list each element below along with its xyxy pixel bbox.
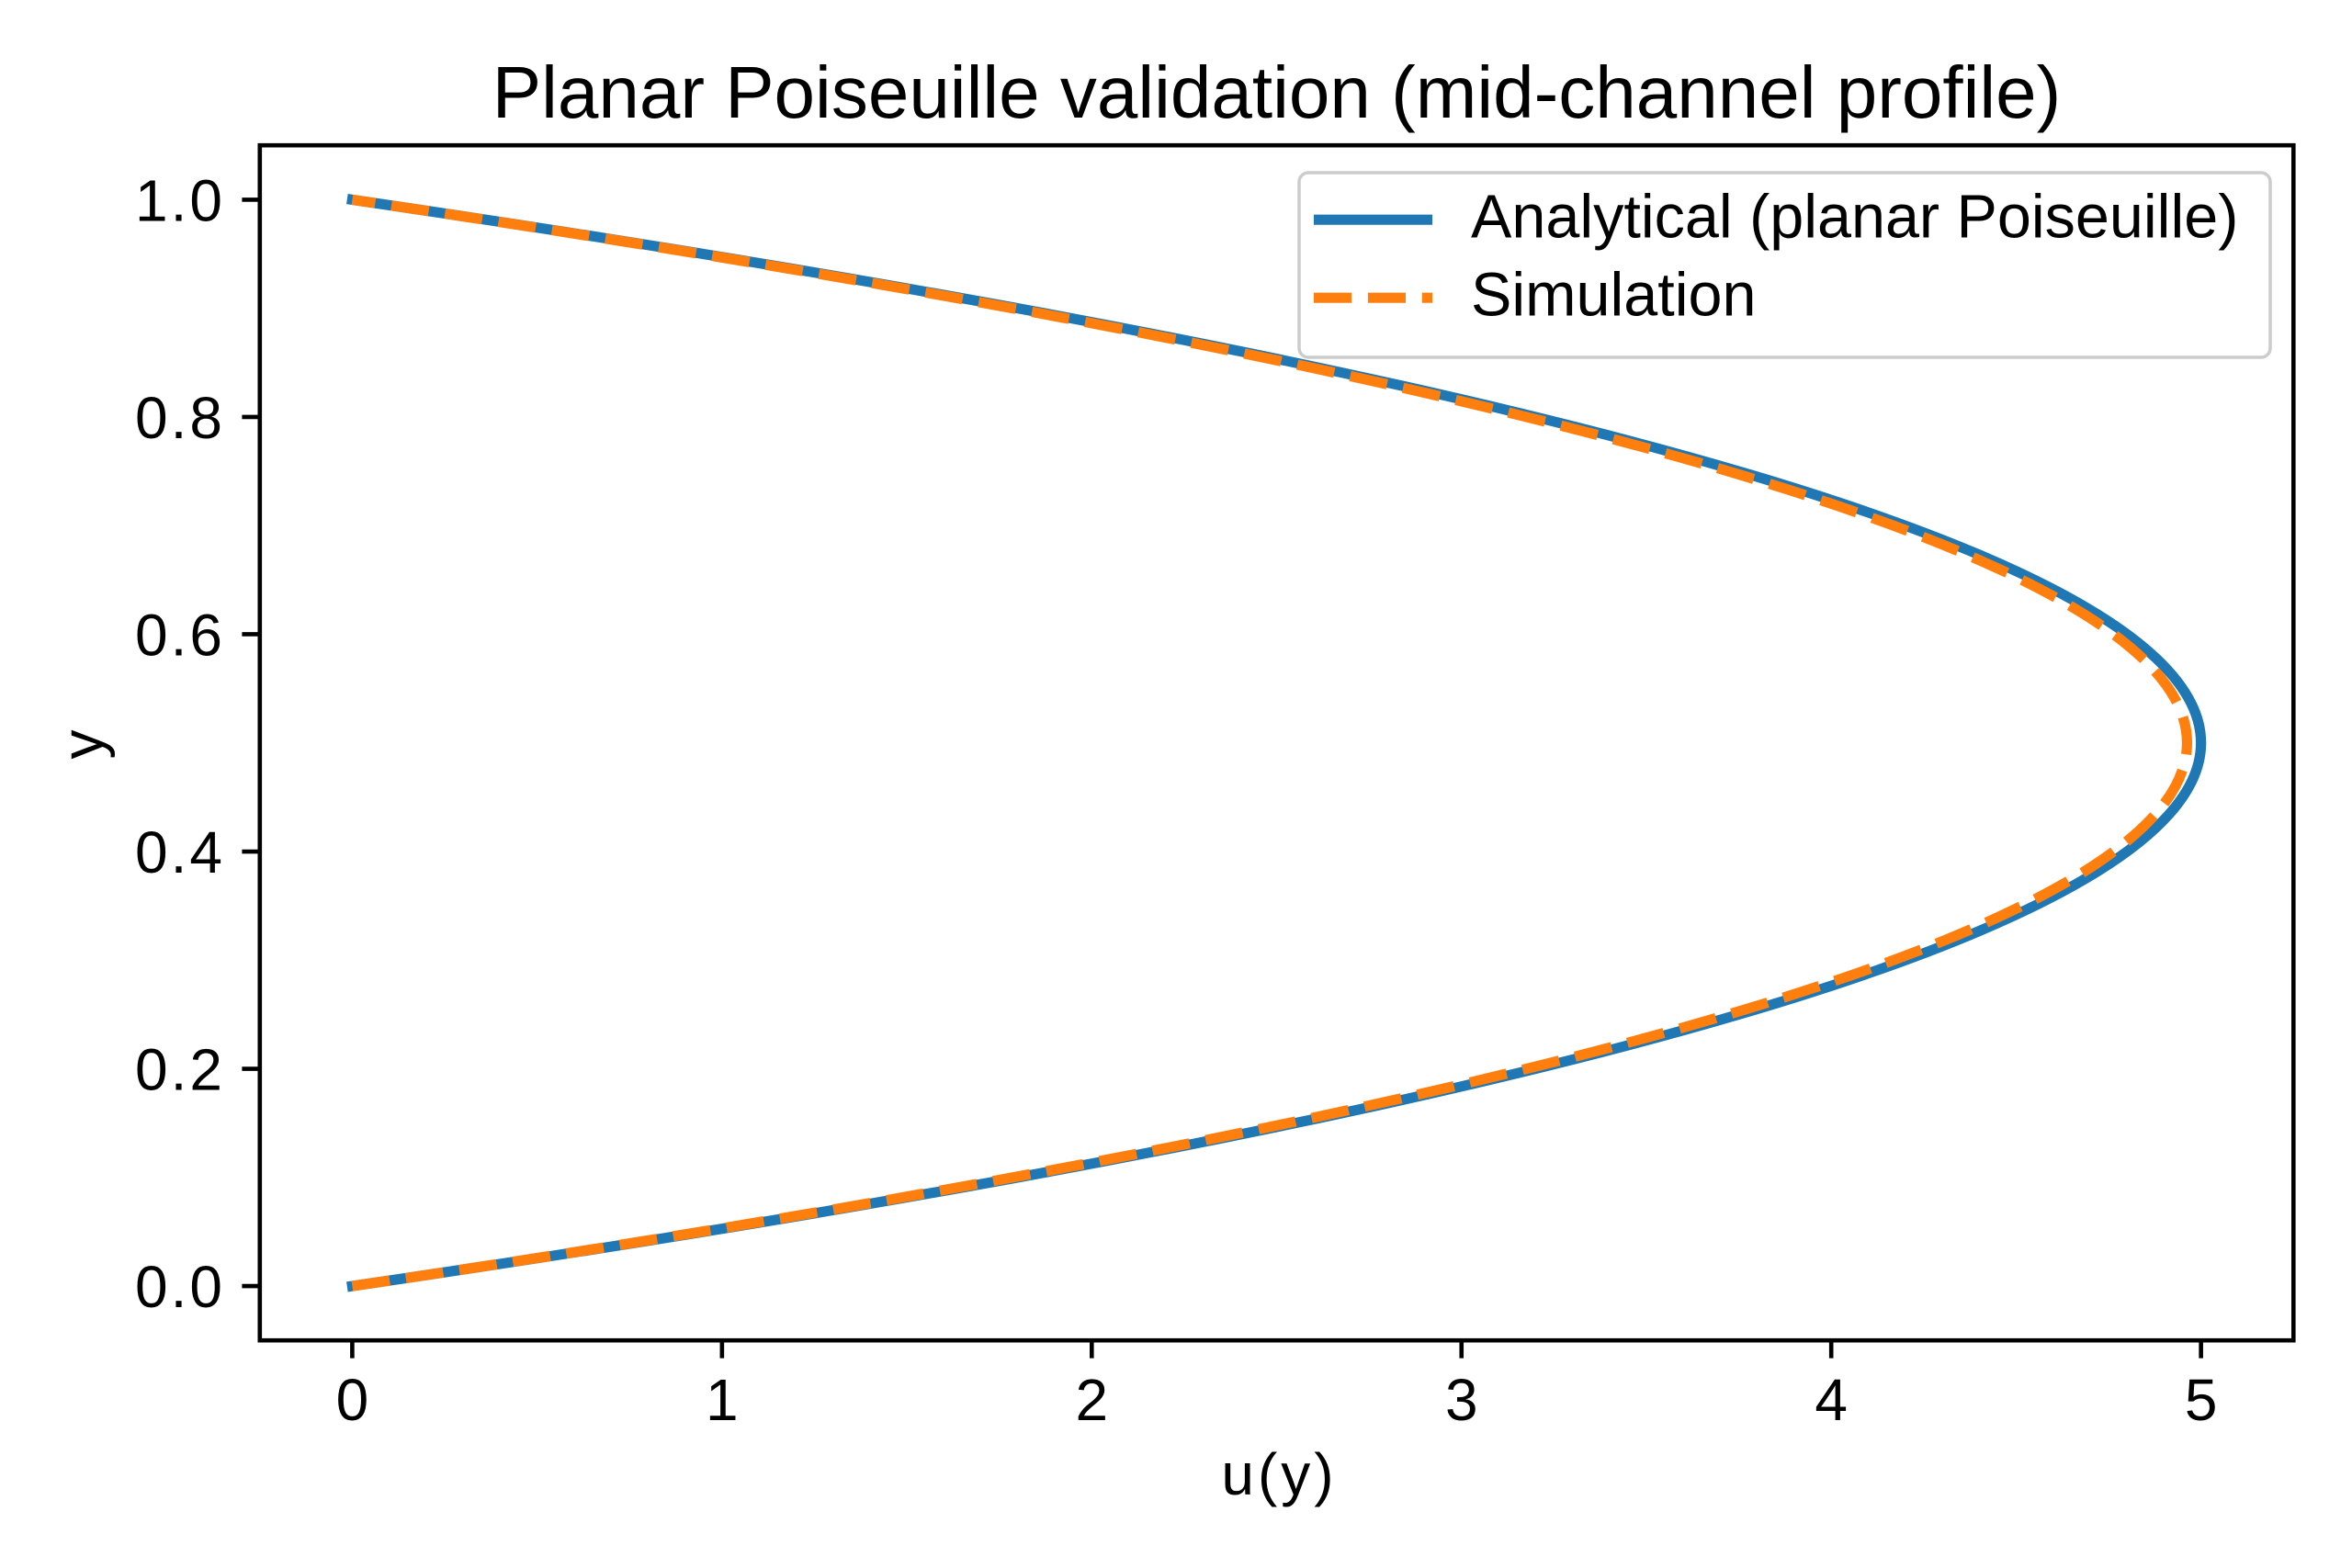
svg-text:Simulation: Simulation bbox=[1471, 262, 1757, 330]
svg-text:0.6: 0.6 bbox=[135, 602, 225, 668]
svg-text:0.8: 0.8 bbox=[135, 385, 225, 451]
svg-text:Planar Poiseuille validation (: Planar Poiseuille validation (mid-channe… bbox=[492, 51, 2062, 133]
svg-text:2: 2 bbox=[1076, 1367, 1109, 1433]
svg-text:0.0: 0.0 bbox=[135, 1254, 225, 1320]
svg-text:4: 4 bbox=[1815, 1367, 1848, 1433]
svg-text:0.2: 0.2 bbox=[135, 1036, 225, 1102]
svg-text:1: 1 bbox=[706, 1367, 739, 1433]
svg-text:Analytical (planar Poiseuille): Analytical (planar Poiseuille) bbox=[1471, 184, 2238, 252]
svg-text:5: 5 bbox=[2185, 1367, 2218, 1433]
svg-text:3: 3 bbox=[1445, 1367, 1478, 1433]
svg-text:1.0: 1.0 bbox=[135, 167, 225, 233]
svg-text:y: y bbox=[50, 730, 116, 760]
svg-text:u(y): u(y) bbox=[1221, 1441, 1337, 1507]
svg-text:0.4: 0.4 bbox=[135, 819, 225, 886]
svg-text:0: 0 bbox=[336, 1367, 369, 1433]
